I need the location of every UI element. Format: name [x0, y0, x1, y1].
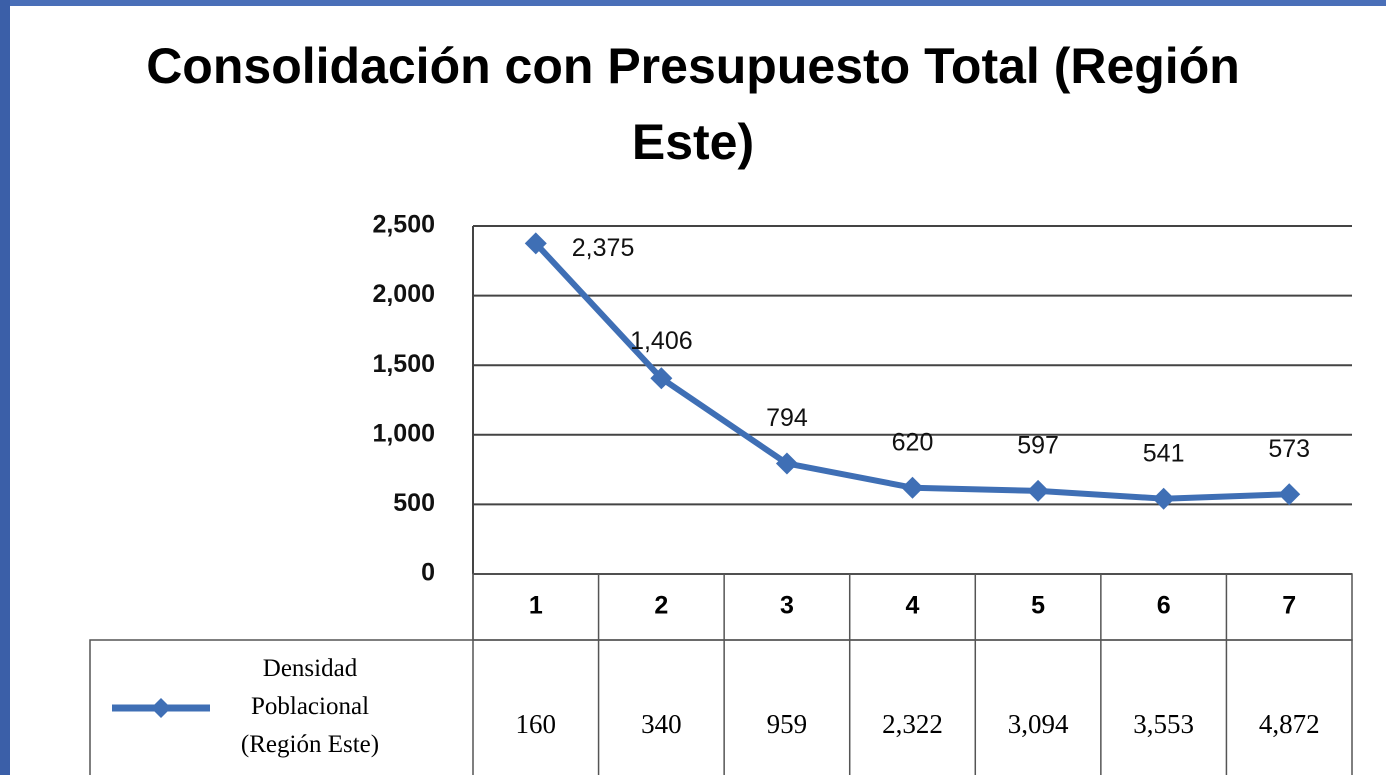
point-marker [524, 232, 547, 255]
y-tick-label: 2,500 [372, 211, 435, 239]
data-label: 573 [1268, 435, 1310, 463]
y-tick-label: 2,000 [372, 280, 435, 308]
x-tick-label: 3 [780, 592, 794, 620]
x-tick-label: 4 [906, 592, 920, 620]
data-label: 541 [1143, 439, 1185, 467]
table-cell: 160 [516, 709, 557, 739]
legend-marker [151, 698, 171, 718]
table-cell: 3,553 [1133, 709, 1194, 739]
left-border [0, 0, 10, 775]
x-tick-label: 6 [1157, 592, 1171, 620]
x-tick-label: 1 [529, 592, 543, 620]
y-tick-label: 0 [421, 559, 435, 587]
x-tick-label: 2 [654, 592, 668, 620]
point-marker [1278, 483, 1301, 506]
table-cell: 2,322 [882, 709, 943, 739]
table-cell: 4,872 [1259, 709, 1320, 739]
background [10, 6, 30, 775]
y-tick-label: 500 [393, 489, 435, 517]
data-label: 620 [892, 428, 934, 456]
top-border [0, 0, 1386, 6]
data-label: 2,375 [572, 234, 635, 262]
table-cell: 3,094 [1008, 709, 1069, 739]
data-label: 794 [766, 404, 808, 432]
point-marker [775, 452, 798, 475]
table-cell: 959 [767, 709, 808, 739]
table-cell: 340 [641, 709, 682, 739]
x-tick-label: 7 [1282, 592, 1296, 620]
y-tick-label: 1,000 [372, 419, 435, 447]
data-label: 597 [1017, 432, 1059, 460]
x-tick-label: 5 [1031, 592, 1045, 620]
table-row [89, 639, 1353, 775]
point-marker [650, 367, 673, 390]
chart-title: Consolidación con Presupuesto Total (Reg… [146, 38, 1240, 170]
data-label: 1,406 [630, 327, 693, 355]
point-marker [1027, 479, 1050, 502]
point-marker [1152, 487, 1175, 510]
point-marker [901, 476, 924, 499]
y-tick-label: 1,500 [372, 350, 435, 378]
legend-label: Densidad Poblacional (Región Este) [240, 655, 380, 758]
